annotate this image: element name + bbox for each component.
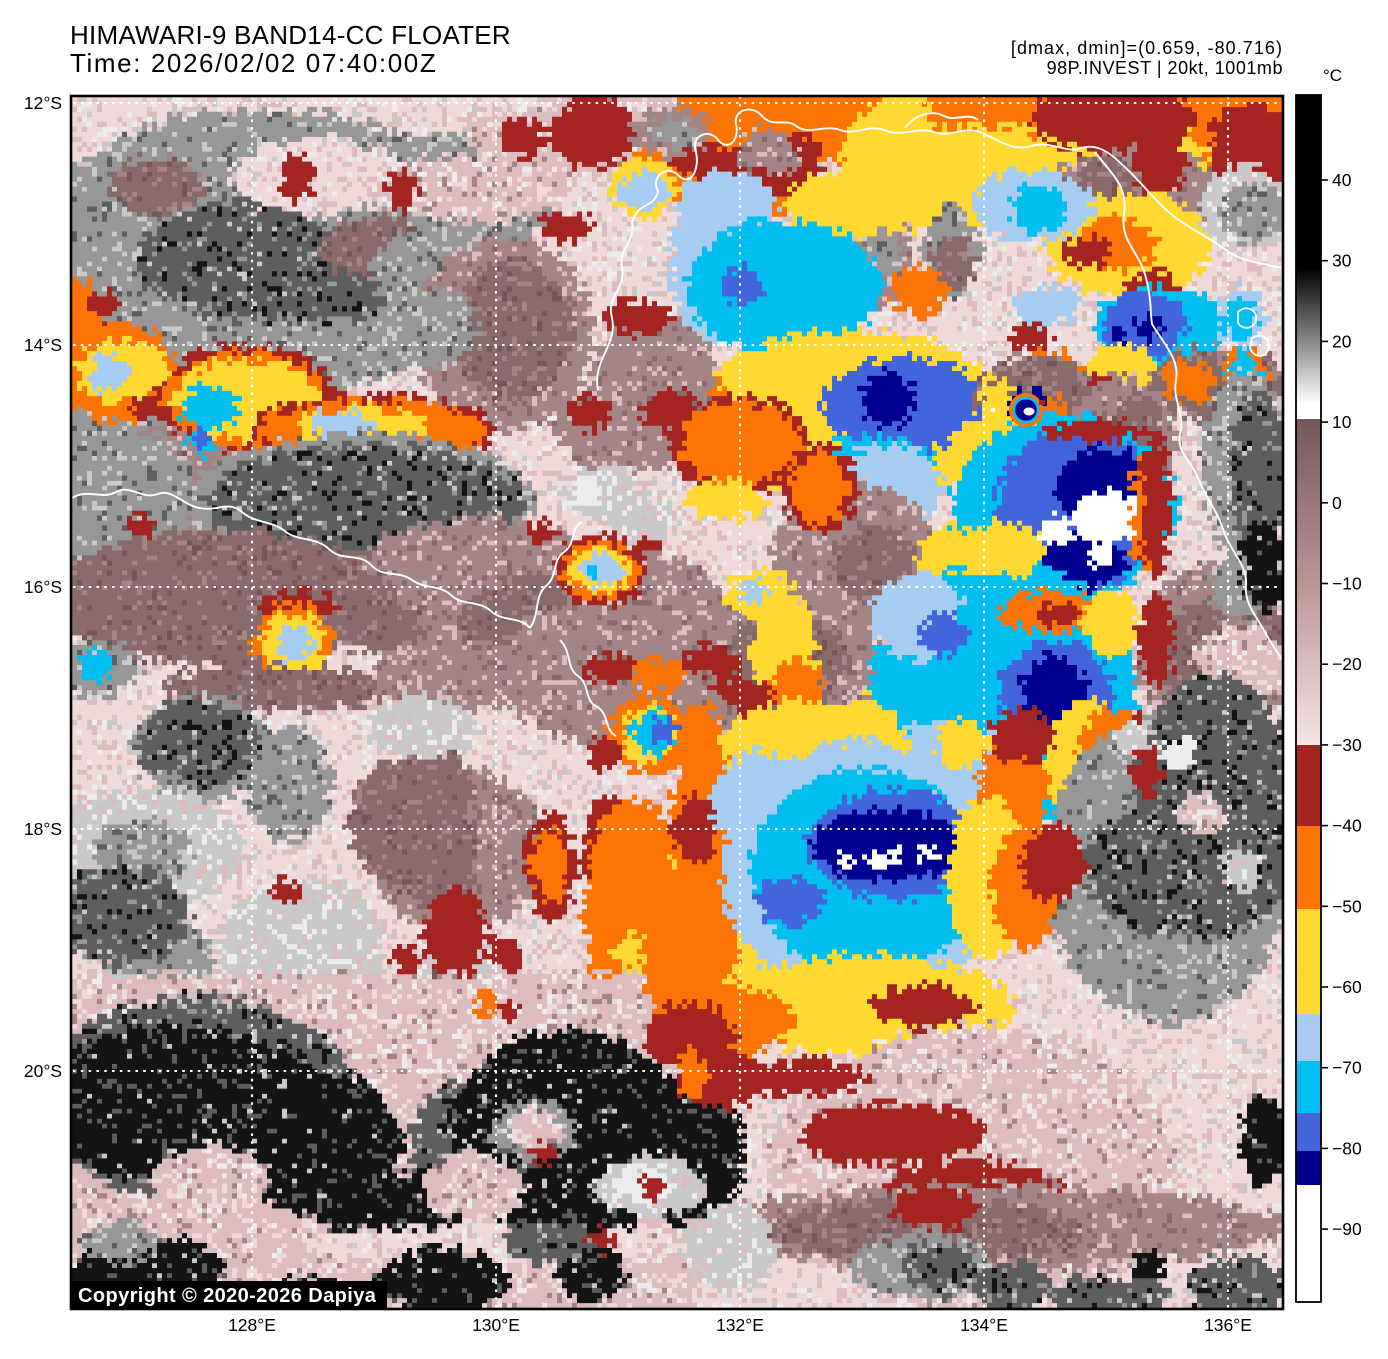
svg-text:14°S: 14°S [24,335,62,355]
svg-text:−40: −40 [1332,816,1362,836]
svg-text:−20: −20 [1332,654,1362,674]
svg-text:130°E: 130°E [472,1315,520,1335]
svg-text:−80: −80 [1332,1138,1362,1158]
svg-text:20°S: 20°S [24,1061,62,1081]
svg-text:136°E: 136°E [1204,1315,1252,1335]
svg-text:−30: −30 [1332,735,1362,755]
svg-text:128°E: 128°E [228,1315,276,1335]
svg-text:30: 30 [1332,251,1352,271]
svg-text:132°E: 132°E [716,1315,764,1335]
svg-text:−50: −50 [1332,896,1362,916]
svg-text:−60: −60 [1332,977,1362,997]
svg-text:−70: −70 [1332,1058,1362,1078]
svg-text:18°S: 18°S [24,819,62,839]
svg-text:−10: −10 [1332,574,1362,594]
svg-text:Copyright © 2020-2026 Dapiya: Copyright © 2020-2026 Dapiya [78,1285,377,1307]
svg-text:0: 0 [1332,493,1342,513]
svg-text:20: 20 [1332,331,1352,351]
svg-text:−90: −90 [1332,1219,1362,1239]
svg-text:10: 10 [1332,412,1352,432]
svg-text:12°S: 12°S [24,93,62,113]
svg-text:134°E: 134°E [960,1315,1008,1335]
svg-text:16°S: 16°S [24,577,62,597]
svg-text:40: 40 [1332,170,1352,190]
